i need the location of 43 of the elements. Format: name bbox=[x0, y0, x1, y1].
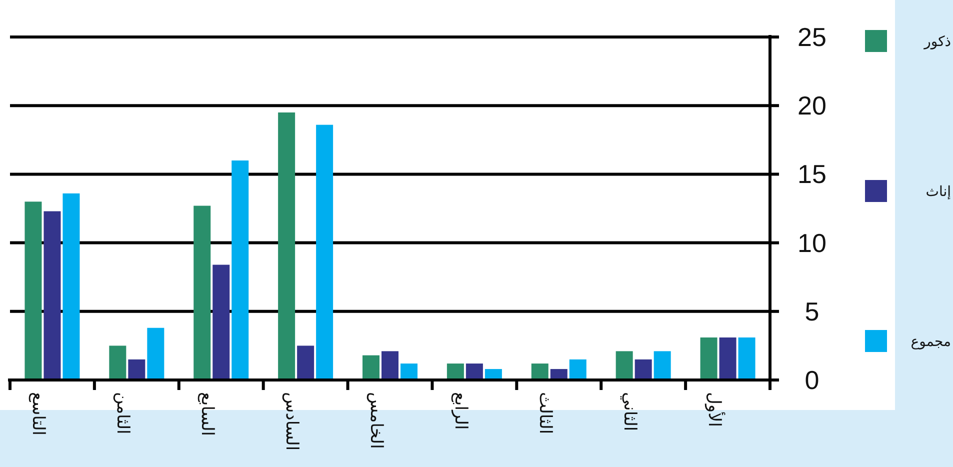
bar bbox=[616, 351, 633, 380]
x-tick-label: الثاني bbox=[619, 392, 640, 432]
y-tick-label: 15 bbox=[798, 159, 826, 190]
bar bbox=[382, 351, 398, 380]
y-tick-label: 10 bbox=[798, 228, 826, 258]
x-tick-label: الثامن bbox=[112, 392, 133, 434]
bar bbox=[109, 346, 126, 380]
bar bbox=[400, 364, 418, 380]
bar bbox=[44, 211, 61, 380]
bar bbox=[531, 364, 548, 380]
x-tick-label: الثالث bbox=[534, 392, 555, 434]
bar bbox=[738, 337, 756, 380]
text: إناث bbox=[926, 184, 952, 200]
x-tick-label: الرابع bbox=[450, 392, 470, 430]
bar bbox=[62, 193, 80, 380]
bar bbox=[278, 112, 296, 380]
y-tick-label: 0 bbox=[804, 365, 820, 395]
bar bbox=[654, 351, 671, 380]
bar bbox=[316, 124, 334, 380]
bar bbox=[24, 202, 42, 380]
bar bbox=[569, 359, 586, 380]
legend-label: مجموع bbox=[910, 334, 951, 350]
bar bbox=[212, 264, 230, 380]
bar bbox=[446, 364, 464, 380]
bar bbox=[634, 359, 652, 380]
x-tick-label: التاسع bbox=[28, 392, 48, 436]
x-tick-label: الخامس bbox=[366, 392, 386, 449]
bar bbox=[362, 355, 380, 380]
bar bbox=[147, 328, 164, 380]
bar bbox=[719, 337, 736, 380]
bar bbox=[700, 337, 718, 380]
x-tick-label: السابع bbox=[197, 392, 218, 436]
y-tick-label: 20 bbox=[798, 90, 826, 121]
bar bbox=[466, 364, 483, 380]
x-tick-label: الأول bbox=[704, 392, 726, 427]
bar bbox=[232, 160, 249, 380]
x-tick-label: السادس bbox=[282, 392, 302, 451]
text: ذكور bbox=[923, 34, 951, 50]
bar bbox=[194, 206, 211, 380]
bar bbox=[297, 346, 314, 380]
bar bbox=[128, 359, 146, 380]
y-tick-label: 25 bbox=[798, 22, 826, 52]
y-tick-label: 5 bbox=[804, 296, 820, 326]
